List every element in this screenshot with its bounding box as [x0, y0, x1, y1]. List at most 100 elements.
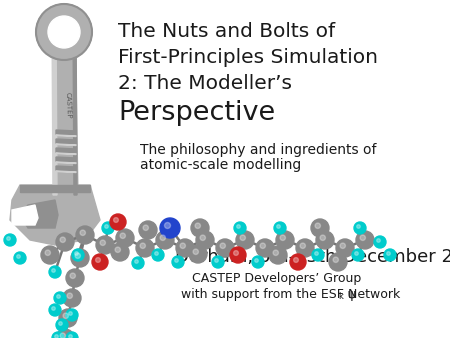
Circle shape: [120, 233, 126, 238]
Circle shape: [384, 249, 396, 261]
Circle shape: [52, 307, 55, 310]
Circle shape: [193, 249, 198, 255]
Circle shape: [256, 239, 274, 257]
Circle shape: [63, 289, 81, 307]
Polygon shape: [56, 162, 76, 164]
Circle shape: [195, 223, 200, 228]
Circle shape: [293, 258, 298, 262]
Text: 2: The Modeller’s: 2: The Modeller’s: [118, 74, 292, 93]
Circle shape: [7, 237, 10, 240]
Text: CASTEP Developers’ Group: CASTEP Developers’ Group: [192, 272, 361, 285]
Text: Network: Network: [344, 288, 400, 301]
Circle shape: [41, 246, 59, 264]
Text: First-Principles Simulation: First-Principles Simulation: [118, 48, 378, 67]
Circle shape: [63, 313, 68, 318]
Polygon shape: [20, 185, 90, 192]
Circle shape: [60, 333, 65, 338]
Circle shape: [14, 252, 26, 264]
Circle shape: [113, 218, 118, 222]
Polygon shape: [56, 135, 76, 137]
Circle shape: [59, 309, 77, 327]
Circle shape: [252, 256, 264, 268]
Circle shape: [387, 252, 390, 255]
Circle shape: [234, 222, 246, 234]
Circle shape: [276, 231, 294, 249]
Polygon shape: [20, 200, 58, 228]
Circle shape: [132, 257, 144, 269]
Circle shape: [17, 255, 20, 258]
Circle shape: [311, 219, 329, 237]
Circle shape: [45, 250, 50, 256]
Circle shape: [70, 273, 76, 279]
Circle shape: [69, 335, 72, 338]
Polygon shape: [52, 20, 57, 195]
Circle shape: [290, 254, 306, 270]
Circle shape: [237, 225, 240, 228]
Circle shape: [236, 231, 254, 249]
Circle shape: [95, 258, 100, 262]
Circle shape: [111, 243, 129, 261]
Polygon shape: [56, 148, 76, 153]
Text: The Nuts and Bolts of: The Nuts and Bolts of: [118, 22, 335, 41]
Circle shape: [230, 247, 246, 263]
Circle shape: [135, 260, 138, 263]
Circle shape: [175, 259, 178, 262]
Circle shape: [58, 322, 62, 325]
Polygon shape: [56, 130, 76, 135]
Circle shape: [255, 259, 258, 262]
Circle shape: [54, 292, 66, 304]
Circle shape: [352, 249, 364, 261]
Circle shape: [69, 312, 72, 315]
Polygon shape: [12, 205, 38, 225]
Polygon shape: [56, 144, 76, 145]
Polygon shape: [56, 153, 76, 154]
Circle shape: [56, 319, 68, 331]
Circle shape: [66, 309, 78, 321]
Circle shape: [52, 269, 55, 272]
Circle shape: [260, 243, 265, 248]
Circle shape: [312, 249, 324, 261]
Text: k: k: [338, 292, 343, 301]
Text: CASTEP: CASTEP: [64, 92, 72, 118]
Circle shape: [277, 225, 280, 228]
Circle shape: [100, 240, 105, 245]
Circle shape: [49, 304, 61, 316]
Circle shape: [71, 249, 89, 267]
Circle shape: [269, 246, 287, 264]
Text: with support from the ESF ψ: with support from the ESF ψ: [181, 288, 356, 301]
Circle shape: [354, 222, 366, 234]
Circle shape: [116, 229, 134, 247]
Circle shape: [212, 256, 224, 268]
Circle shape: [115, 247, 121, 252]
Circle shape: [336, 239, 354, 257]
Circle shape: [75, 252, 78, 255]
Circle shape: [280, 235, 285, 240]
Circle shape: [180, 243, 185, 248]
Circle shape: [48, 16, 80, 48]
Polygon shape: [56, 166, 76, 171]
Circle shape: [105, 225, 108, 228]
Polygon shape: [56, 157, 76, 162]
Circle shape: [377, 239, 380, 242]
Circle shape: [72, 249, 84, 261]
Circle shape: [66, 269, 84, 287]
Circle shape: [220, 243, 225, 248]
Circle shape: [234, 250, 239, 256]
Text: Durham, 6th-13th December 2001: Durham, 6th-13th December 2001: [175, 248, 450, 266]
Circle shape: [96, 236, 114, 254]
Circle shape: [76, 226, 94, 244]
Circle shape: [320, 235, 325, 240]
Circle shape: [60, 237, 65, 242]
Circle shape: [356, 231, 374, 249]
Circle shape: [110, 214, 126, 230]
Circle shape: [374, 236, 386, 248]
Circle shape: [49, 266, 61, 278]
Circle shape: [273, 250, 279, 256]
Circle shape: [240, 235, 245, 240]
Circle shape: [357, 225, 360, 228]
Circle shape: [196, 231, 214, 249]
Circle shape: [165, 222, 171, 228]
Circle shape: [360, 235, 365, 240]
Circle shape: [143, 225, 148, 231]
Circle shape: [66, 332, 78, 338]
